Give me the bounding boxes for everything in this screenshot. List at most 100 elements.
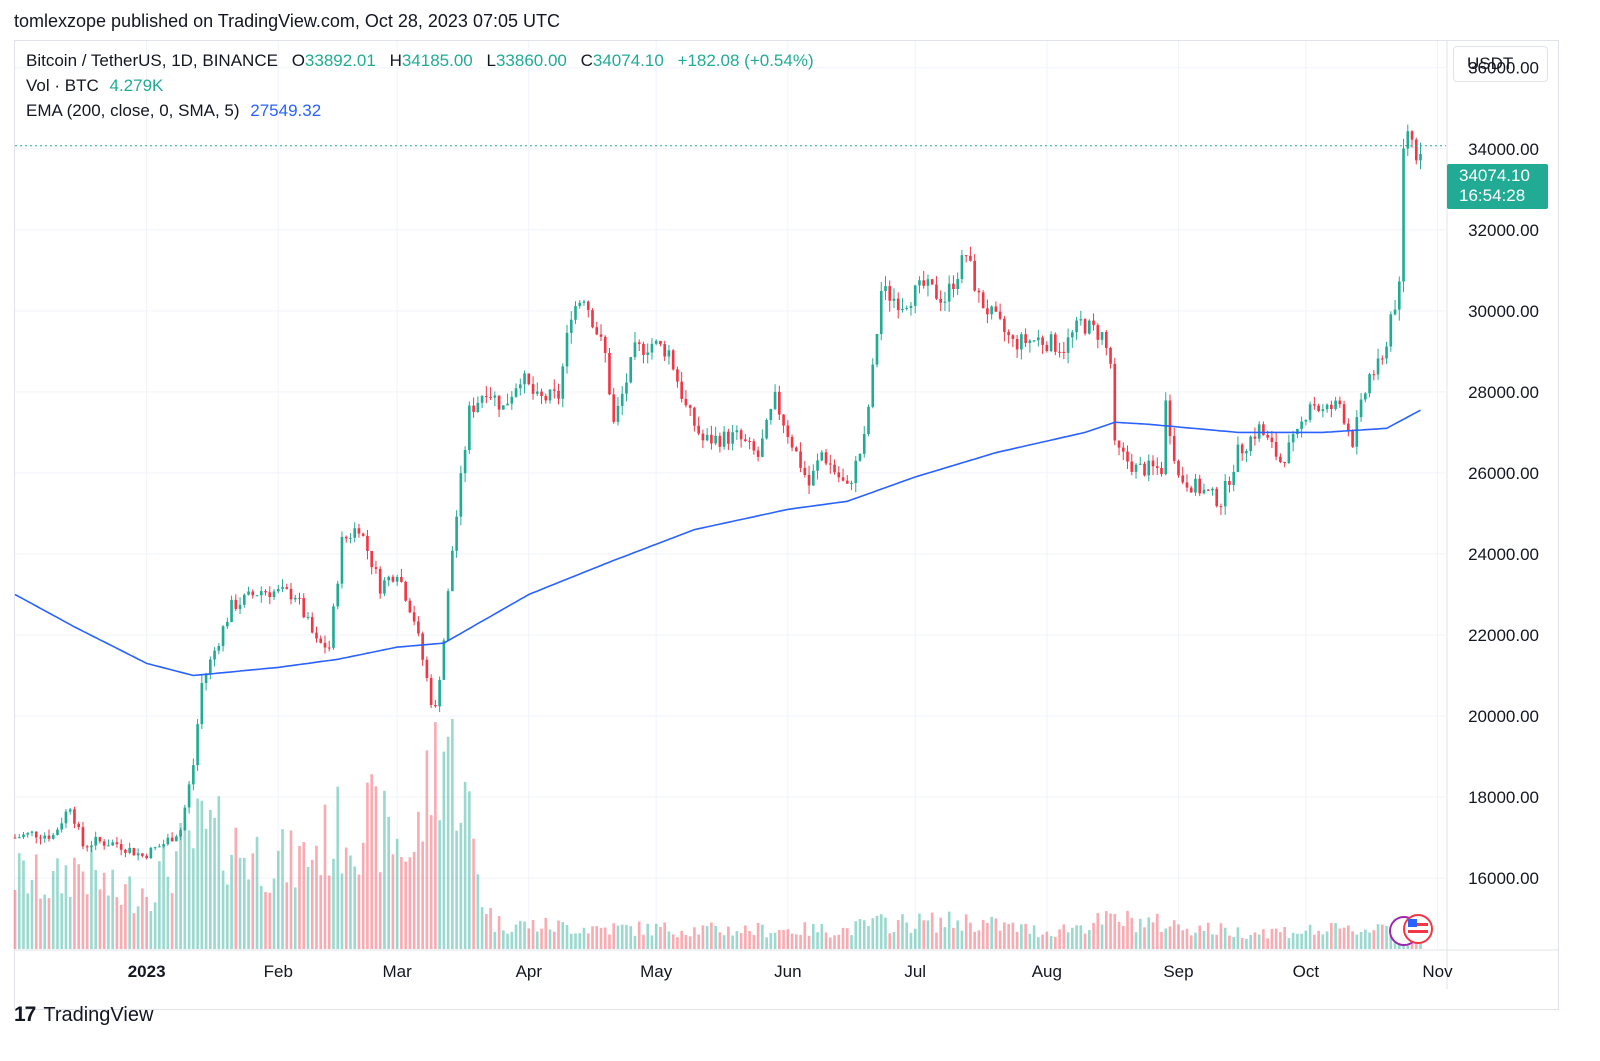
candle-body — [276, 588, 280, 592]
volume-bar — [128, 876, 131, 949]
candle-body — [1228, 481, 1231, 485]
currency-unit-button[interactable]: USDT — [1453, 46, 1548, 82]
volume-bar — [1321, 934, 1325, 949]
volume-bar — [637, 921, 641, 949]
volume-bar — [1160, 931, 1163, 949]
volume-bar — [438, 820, 441, 949]
candle-body — [1402, 148, 1405, 282]
candle-body — [145, 855, 148, 859]
candle-body — [905, 307, 909, 309]
candle-body — [1347, 423, 1350, 431]
volume-bar — [225, 884, 229, 949]
tradingview-logo[interactable]: 17 TradingView — [14, 1003, 153, 1027]
volume-bar — [956, 920, 959, 949]
candles — [13, 124, 1422, 861]
volume-bar — [281, 829, 284, 949]
candle-body — [552, 389, 556, 391]
candle-body — [1096, 325, 1100, 340]
volume-bar — [795, 934, 798, 949]
candle-body — [633, 342, 637, 358]
candle-body — [1015, 338, 1019, 350]
volume-bar — [39, 898, 42, 949]
volume-bar — [1003, 922, 1006, 949]
candle-body — [1364, 393, 1367, 400]
candle-body — [175, 836, 178, 842]
volume-bar — [569, 933, 573, 949]
candle-body — [722, 431, 726, 447]
candle-body — [850, 483, 853, 485]
volume-bar — [1058, 929, 1061, 949]
candle-body — [68, 809, 72, 812]
candle-body — [960, 255, 964, 280]
candle-body — [578, 302, 582, 307]
low-label: L — [486, 51, 496, 70]
candle-body — [1113, 363, 1117, 441]
volume-bar — [412, 851, 416, 949]
candle-body — [1168, 400, 1172, 436]
candle-body — [718, 435, 722, 447]
time-tick-label: Mar — [383, 962, 413, 981]
volume-bar — [1347, 925, 1350, 949]
ema-label[interactable]: EMA (200, close, 0, SMA, 5) — [26, 101, 240, 120]
volume-bar — [612, 923, 616, 949]
candle-body — [485, 396, 488, 398]
volume-bar — [1121, 926, 1125, 949]
volume-bar — [64, 865, 68, 949]
volume-label[interactable]: Vol · BTC — [26, 76, 99, 95]
volume-bar — [425, 750, 429, 949]
candle-body — [234, 599, 238, 609]
candle-body — [994, 306, 998, 312]
candle-body — [867, 406, 870, 435]
volume-bar — [608, 934, 611, 949]
volume-bar — [1181, 930, 1185, 949]
candle-body — [943, 301, 947, 303]
candle-body — [761, 438, 764, 457]
volume-bar — [1202, 930, 1206, 949]
volume-bar — [871, 918, 875, 949]
volume-bar — [926, 920, 930, 949]
candle-body — [323, 642, 327, 648]
chart-frame[interactable] — [14, 40, 1559, 1010]
candle-body — [319, 638, 323, 643]
candle-body — [1083, 319, 1087, 334]
symbol-name[interactable]: Bitcoin / TetherUS, 1D, BINANCE — [26, 51, 278, 70]
volume-bar — [1096, 913, 1100, 949]
candle-body — [535, 391, 539, 394]
volume-bar — [1138, 918, 1142, 949]
volume-bar — [688, 936, 692, 949]
time-tick-label: Nov — [1422, 962, 1453, 981]
candle-body — [973, 260, 976, 291]
candle-body — [1024, 334, 1027, 344]
flag-badge[interactable] — [1389, 914, 1433, 946]
volume-bar — [867, 926, 870, 949]
volume-bar — [684, 934, 688, 949]
candle-body — [727, 431, 730, 444]
volume-bar — [187, 830, 191, 949]
candle-body — [765, 420, 768, 439]
volume-bar — [884, 917, 887, 949]
volume-bar — [200, 800, 204, 949]
candle-body — [412, 612, 416, 622]
candle-body — [642, 343, 645, 355]
price-tick-label: 16000.00 — [1468, 869, 1539, 888]
candle-body — [1087, 320, 1091, 334]
volume-bar — [811, 923, 815, 949]
price-tick-label: 34000.00 — [1468, 140, 1539, 159]
candle-body — [569, 319, 573, 333]
candle-body — [472, 405, 475, 412]
candle-body — [1359, 399, 1363, 418]
volume-bar — [650, 935, 654, 949]
candle-body — [51, 835, 55, 839]
volume-bar — [854, 921, 858, 949]
volume-bar — [896, 920, 900, 949]
volume-bar — [1177, 924, 1180, 949]
volume-bar — [1130, 917, 1134, 949]
volume-bar — [1168, 926, 1172, 949]
volume-bar — [1143, 927, 1146, 949]
volume-bar — [845, 928, 849, 949]
volume-bar — [145, 896, 148, 949]
candle-body — [1414, 139, 1418, 161]
volume-bar — [1011, 922, 1015, 949]
candle-body — [1406, 131, 1410, 149]
